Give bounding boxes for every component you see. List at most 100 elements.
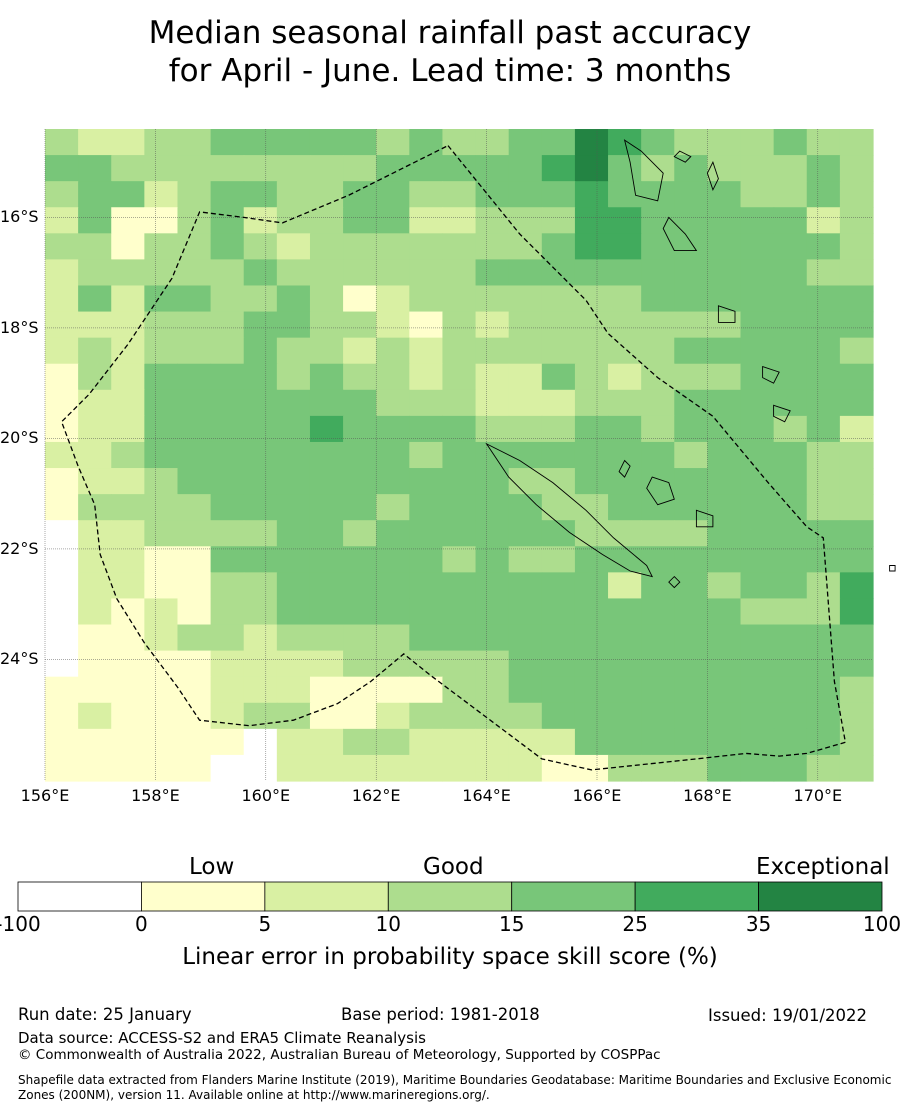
grid-cell xyxy=(309,520,344,547)
grid-cell xyxy=(243,572,278,600)
grid-cell xyxy=(608,155,642,182)
grid-cell xyxy=(773,468,808,495)
grid-cell xyxy=(78,363,112,391)
grid-cell xyxy=(309,259,344,287)
grid-cell xyxy=(608,520,642,547)
grid-cell xyxy=(210,207,245,234)
grid-cell xyxy=(541,468,576,495)
grid-cell xyxy=(376,233,410,260)
grid-cell xyxy=(740,155,775,182)
grid-cell xyxy=(177,181,212,208)
grid-cell xyxy=(806,650,841,678)
grid-cell xyxy=(806,728,841,756)
grid-cell xyxy=(641,129,675,156)
grid-cell xyxy=(674,389,708,417)
grid-cell xyxy=(111,259,145,287)
grid-cell xyxy=(177,259,212,287)
grid-cell xyxy=(276,494,311,521)
grid-cell xyxy=(210,702,245,730)
grid-cell xyxy=(111,598,145,626)
grid-cell xyxy=(243,129,278,156)
grid-cell xyxy=(541,389,576,417)
grid-cell xyxy=(442,207,477,234)
grid-cell xyxy=(442,311,477,339)
grid-cell xyxy=(475,728,510,756)
grid-cell xyxy=(442,259,477,287)
grid-cell xyxy=(475,389,510,417)
grid-cell xyxy=(839,337,874,365)
grid-cell xyxy=(177,441,212,469)
grid-cell xyxy=(177,624,212,652)
grid-cell xyxy=(376,598,410,626)
grid-cell xyxy=(409,233,444,260)
grid-cell xyxy=(276,337,311,365)
grid-cell xyxy=(707,441,742,469)
grid-cell xyxy=(608,728,642,756)
grid-cell xyxy=(376,181,410,208)
grid-cell xyxy=(111,728,145,756)
grid-cell xyxy=(541,546,576,573)
grid-cell xyxy=(641,337,675,365)
grid-cell xyxy=(475,572,510,600)
grid-cell xyxy=(376,676,410,704)
grid-cell xyxy=(144,363,179,391)
grid-cell xyxy=(177,129,212,156)
grid-cell xyxy=(309,389,344,417)
grid-cell xyxy=(806,468,841,495)
grid-cell xyxy=(111,468,145,495)
grid-cell xyxy=(641,546,675,573)
grid-cell xyxy=(541,337,576,365)
grid-cell xyxy=(541,285,576,313)
x-tick-label: 170°E xyxy=(793,786,843,805)
grid-cell xyxy=(177,233,212,260)
grid-cell xyxy=(111,389,145,417)
grid-cell xyxy=(78,389,112,417)
grid-cell xyxy=(343,441,377,469)
grid-cell xyxy=(409,129,444,156)
grid-cell xyxy=(508,468,543,495)
grid-cell xyxy=(541,363,576,391)
grid-cell xyxy=(111,363,145,391)
grid-cell xyxy=(442,181,477,208)
grid-cell xyxy=(541,572,576,600)
grid-cell xyxy=(45,129,79,156)
grid-cell xyxy=(243,676,278,704)
grid-cell xyxy=(806,207,841,234)
grid-cell xyxy=(309,233,344,260)
grid-cell xyxy=(376,572,410,600)
island-outline xyxy=(618,459,631,478)
grid-cell xyxy=(144,494,179,521)
y-tick-label: 24°S xyxy=(0,649,39,669)
grid-cell xyxy=(442,337,477,365)
grid-cell xyxy=(409,389,444,417)
island-outline xyxy=(717,305,736,323)
grid-cell xyxy=(806,702,841,730)
grid-cell xyxy=(674,598,708,626)
grid-cell xyxy=(177,155,212,182)
grid-cell xyxy=(144,441,179,469)
grid-cell xyxy=(177,337,212,365)
grid-cell xyxy=(641,311,675,339)
grid-cell xyxy=(276,259,311,287)
grid-cell xyxy=(442,441,477,469)
grid-cell xyxy=(210,598,245,626)
grid-cell xyxy=(376,650,410,678)
grid-cell xyxy=(210,754,245,782)
grid-cell xyxy=(243,702,278,730)
grid-cell xyxy=(144,520,179,547)
grid-cell xyxy=(144,285,179,313)
grid-cell xyxy=(641,624,675,652)
grid-cell xyxy=(343,520,377,547)
grid-cell xyxy=(78,259,112,287)
grid-cell xyxy=(409,207,444,234)
grid-cell xyxy=(740,259,775,287)
grid-cell xyxy=(740,233,775,260)
grid-cell xyxy=(409,415,444,443)
grid-cell xyxy=(210,285,245,313)
grid-cell xyxy=(475,754,510,782)
grid-cell xyxy=(641,207,675,234)
grid-cell xyxy=(574,728,609,756)
grid-cell xyxy=(243,311,278,339)
grid-cell xyxy=(740,754,775,782)
grid-cell xyxy=(243,441,278,469)
